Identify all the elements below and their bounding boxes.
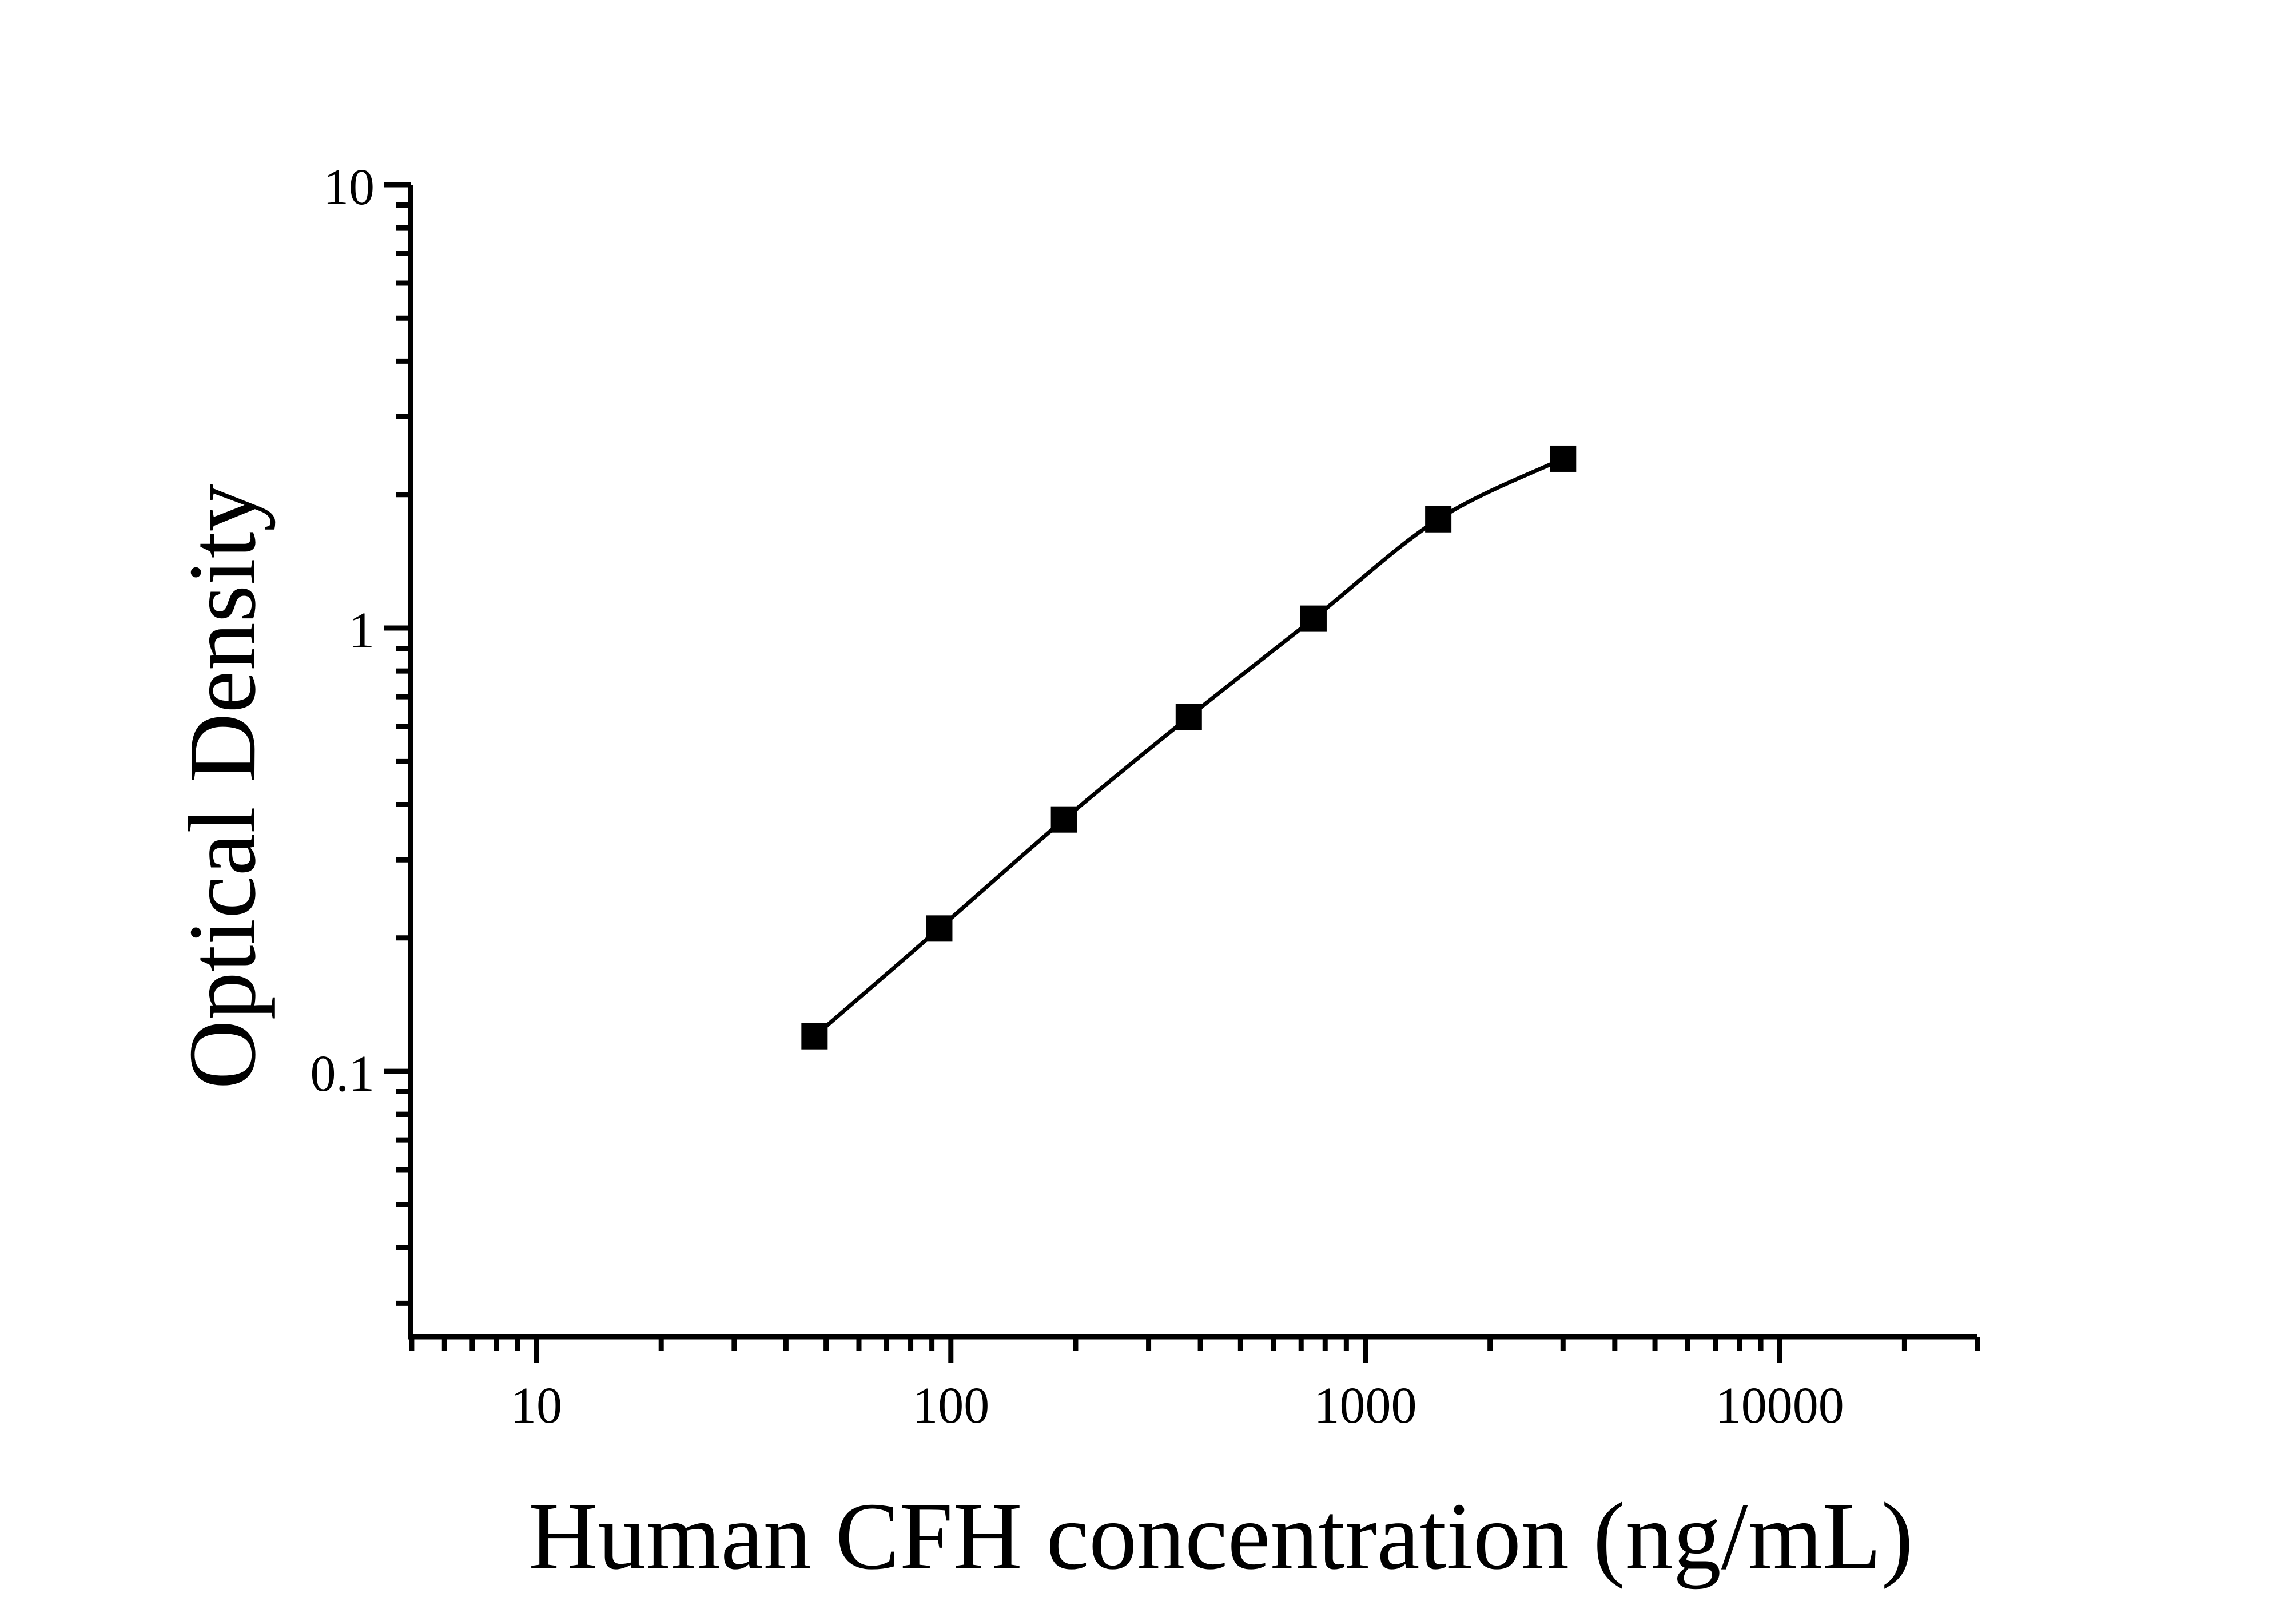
axes: 10 100 1000 10000 10 1 0.1	[311, 159, 1980, 1434]
y-tick-label: 1	[349, 602, 375, 659]
y-axis-title: Optical Density	[169, 483, 276, 1089]
standard-curve-line	[813, 456, 1564, 1038]
x-tick-label: 10	[511, 1377, 562, 1434]
x-axis-title: Human CFH concentration (ng/mL)	[528, 1483, 1913, 1590]
data-point-marker	[801, 1023, 828, 1050]
plot-area	[801, 445, 1577, 1050]
y-tick-label: 0.1	[311, 1046, 375, 1102]
x-tick-label: 10000	[1716, 1377, 1844, 1434]
data-point-marker	[1050, 806, 1077, 833]
data-point-marker	[1300, 605, 1327, 632]
data-point-marker	[1550, 445, 1577, 472]
data-point-marker	[1175, 704, 1202, 730]
x-tick-label: 1000	[1314, 1377, 1416, 1434]
data-point-marker	[926, 915, 953, 942]
x-tick-label: 100	[912, 1377, 989, 1434]
data-point-marker	[1425, 506, 1452, 533]
y-tick-label: 10	[323, 159, 375, 216]
